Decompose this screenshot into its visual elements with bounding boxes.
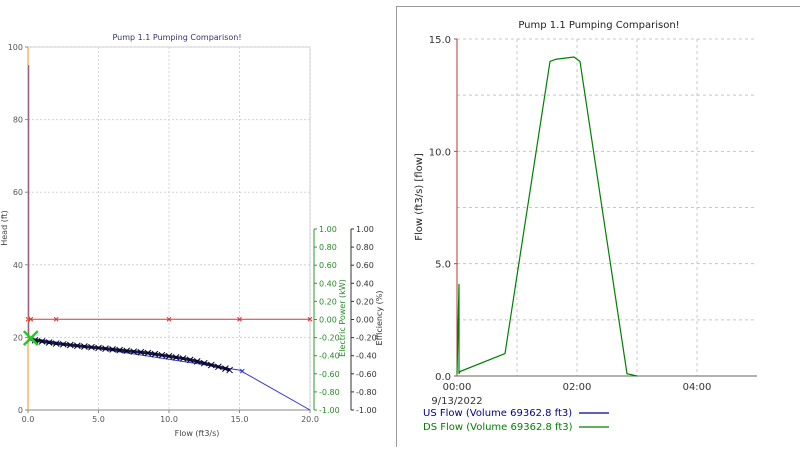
x-tick-label: 02:00: [563, 382, 592, 393]
operating-point-marker: [123, 347, 131, 355]
operating-point-marker: [109, 346, 116, 353]
power-tick-label: -1.00: [319, 406, 340, 415]
operating-point-marker: [207, 361, 215, 369]
efficiency-tick-label: 0.80: [356, 243, 374, 252]
efficiency-tick-label: -1.00: [356, 406, 377, 415]
efficiency-tick-label: 0.60: [356, 261, 374, 270]
system-curve-marker: [53, 316, 59, 322]
efficiency-tick-label: -0.80: [356, 388, 377, 397]
operating-point-marker: [130, 348, 138, 355]
system-curve-marker: [28, 316, 34, 322]
operating-point-marker: [52, 340, 60, 347]
flow-series-1: [456, 56, 638, 377]
operating-point-marker: [165, 352, 173, 360]
y-tick-label: 0: [18, 406, 23, 415]
operating-point-marker: [172, 354, 180, 361]
operating-point-marker: [200, 359, 208, 367]
efficiency-axis-title: Efficiency (%): [375, 291, 384, 346]
system-curve-marker: [166, 316, 172, 322]
operating-point-marker: [81, 343, 88, 350]
operating-point-marker: [186, 356, 194, 364]
chart-title: Pump 1.1 Pumping Comparison!: [518, 20, 679, 31]
y-tick-label: 20: [13, 333, 23, 342]
shutoff-point-marker: [22, 330, 39, 347]
x-tick-label: 5.0: [92, 415, 105, 424]
pump-curve-chart: Pump 1.1 Pumping Comparison! 0.0 5.0 10.0 15…: [0, 0, 392, 446]
operating-points-band: [30, 337, 231, 372]
power-tick-label: -0.80: [319, 388, 340, 397]
operating-point-marker: [193, 358, 201, 365]
power-tick-label: 0.60: [319, 261, 337, 270]
y-tick-label: 5.0: [435, 260, 451, 271]
operating-point-marker: [102, 345, 109, 353]
y-tick-label: 40: [13, 261, 23, 270]
efficiency-tick-label: -0.60: [356, 370, 377, 379]
system-curve-marker: [307, 316, 313, 322]
efficiency-tick-label: -0.20: [356, 334, 377, 343]
x-tick-label: 20.0: [301, 415, 319, 424]
pump-curve-svg: Pump 1.1 Pumping Comparison! 0.0 5.0 10.0 15…: [0, 33, 384, 438]
y-tick-label: 60: [13, 188, 23, 197]
power-tick-label: -0.20: [319, 334, 340, 343]
operating-point-marker: [66, 341, 74, 349]
efficiency-tick-label: 1.00: [356, 225, 374, 234]
power-tick-label: 0.00: [319, 316, 337, 325]
legend-label: DS Flow (Volume 69362.8 ft3): [423, 422, 573, 433]
y-axis-title: Flow (ft3/s) [flow]: [414, 153, 425, 241]
power-tick-label: -0.60: [319, 370, 340, 379]
power-tick-label: 1.00: [319, 225, 337, 234]
system-curve-marker: [237, 316, 242, 322]
power-tick-label: 0.80: [319, 243, 337, 252]
operating-point-marker: [144, 349, 152, 357]
operating-point-marker: [214, 363, 222, 371]
operating-point-marker: [38, 338, 46, 345]
legend-label: US Flow (Volume 69362.8 ft3): [423, 408, 572, 419]
operating-point-marker: [179, 355, 187, 362]
operating-point-marker: [116, 346, 124, 354]
x-tick-label: 10.0: [160, 415, 178, 424]
x-tick-label: 04:00: [683, 382, 712, 393]
flow-timeseries-chart: Pump 1.1 Pumping Comparison! 00:00 02:00 04…: [396, 6, 800, 447]
efficiency-tick-label: 0.40: [356, 279, 374, 288]
x-tick-label: 0.0: [22, 415, 35, 424]
operating-point-marker: [31, 336, 39, 344]
date-label: 9/13/2022: [431, 396, 482, 407]
operating-point-marker: [45, 339, 53, 346]
operating-point-marker: [158, 351, 166, 359]
x-tick-label: 00:00: [443, 382, 472, 393]
y-tick-label: 100: [8, 43, 23, 52]
y-tick-label: 0.0: [435, 372, 451, 383]
operating-point-marker: [88, 343, 95, 351]
efficiency-tick-label: -0.40: [356, 352, 377, 361]
flow-timeseries-svg: Pump 1.1 Pumping Comparison! 00:00 02:00 04…: [414, 20, 757, 433]
y-tick-label: 10.0: [429, 147, 451, 158]
power-tick-label: 0.20: [319, 297, 337, 306]
operating-point-marker: [222, 365, 229, 372]
power-tick-label: -0.40: [319, 352, 340, 361]
efficiency-tick-label: 0.20: [356, 297, 374, 306]
pump-curve-marker: [239, 368, 245, 374]
x-tick-label: 15.0: [231, 415, 249, 424]
operating-point-marker: [151, 350, 159, 358]
operating-point-marker: [95, 344, 102, 352]
chart-title: Pump 1.1 Pumping Comparison!: [112, 33, 241, 42]
efficiency-tick-label: 0.00: [356, 316, 374, 325]
y-tick-label: 15.0: [429, 35, 451, 46]
operating-point-marker: [59, 340, 67, 348]
operating-point-marker: [73, 342, 81, 350]
x-axis-title: Flow (ft3/s): [175, 429, 220, 438]
y-tick-label: 80: [13, 116, 23, 125]
operating-point-marker: [137, 348, 145, 356]
power-tick-label: 0.40: [319, 279, 337, 288]
power-axis-title: Electric Power (kW): [338, 279, 347, 357]
operating-point-marker: [226, 366, 233, 374]
y-axis-title: Head (ft): [0, 210, 9, 246]
